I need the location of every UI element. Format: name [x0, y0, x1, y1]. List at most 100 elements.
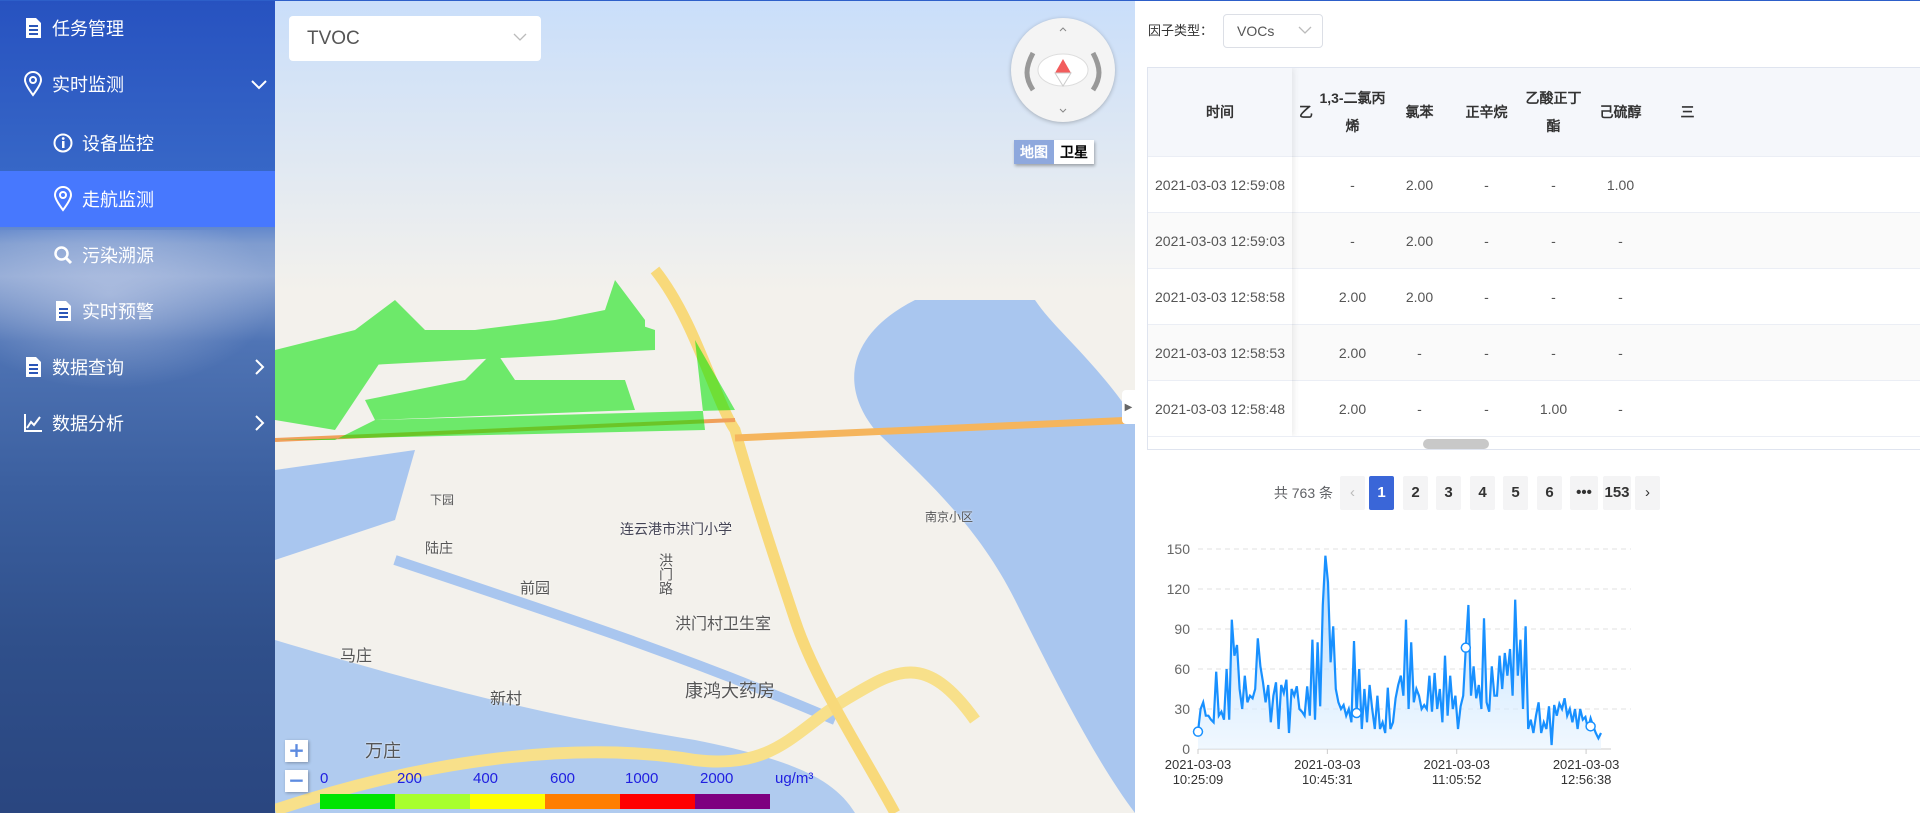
sidebar-item[interactable]: 数据分析 [0, 395, 275, 451]
table-cell: - [1618, 233, 1623, 249]
legend-tick: 400 [473, 770, 499, 787]
column-header[interactable]: 乙酸正丁酯 [1525, 90, 1582, 134]
x-tick-label: 2021-03-03 10:45:31 [1294, 757, 1361, 787]
table-cell: - [1484, 177, 1489, 193]
chevron-down-icon [251, 80, 267, 90]
compass-icon [1024, 27, 1102, 113]
column-header[interactable]: 乙 [1299, 104, 1313, 120]
column-header[interactable]: 正辛烷 [1465, 104, 1508, 120]
table-row[interactable]: 2.00 2.00 - - - [1148, 268, 1920, 324]
table-cell: - [1417, 345, 1422, 361]
y-tick-label: 150 [1167, 541, 1191, 557]
pollutant-select[interactable]: TVOC [289, 16, 541, 61]
page-button[interactable]: 1 [1369, 476, 1394, 510]
sidebar-item-label: 任务管理 [52, 19, 124, 40]
time-cell: 2021-03-03 12:59:03 [1148, 212, 1292, 268]
legend-color-swatch [320, 794, 395, 809]
fixed-time-column: 时间 2021-03-03 12:59:08 2021-03-03 12:59:03… [1148, 68, 1292, 436]
data-point-marker [1351, 707, 1362, 719]
legend-color-swatch [695, 794, 770, 809]
document-icon [22, 356, 44, 378]
map-place-label: 前园 [520, 579, 551, 597]
scrollbar-thumb[interactable] [1423, 439, 1489, 449]
column-header[interactable]: 己硫醇 [1599, 104, 1642, 120]
table-cell: - [1350, 177, 1355, 193]
sidebar-item[interactable]: 实时预警 [0, 283, 275, 339]
table-cell: 2.00 [1405, 289, 1434, 305]
table-cell: - [1484, 401, 1489, 417]
table-cell: - [1551, 289, 1556, 305]
table-cell: - [1551, 177, 1556, 193]
document-icon [52, 300, 74, 322]
sidebar-item-label: 污染溯源 [82, 246, 154, 267]
page-button[interactable]: ••• [1570, 476, 1598, 510]
line-chart-icon [22, 412, 44, 434]
compass-control[interactable] [1011, 18, 1115, 122]
map-place-label: 陆庄 [425, 541, 453, 557]
y-tick-label: 90 [1174, 621, 1190, 637]
factor-type-label: 因子类型： [1148, 23, 1214, 38]
sidebar-background [0, 230, 275, 390]
sidebar-item[interactable]: 走航监测 [0, 171, 275, 227]
chevron-right-icon [255, 415, 265, 431]
time-cell: 2021-03-03 12:58:53 [1148, 324, 1292, 380]
sidebar-item-label: 设备监控 [82, 134, 154, 155]
info-icon [52, 132, 74, 154]
column-header[interactable]: 三 [1680, 104, 1695, 120]
search-icon [52, 244, 74, 266]
factor-type-select[interactable]: VOCs [1223, 14, 1323, 48]
column-header[interactable]: 1,3-二氯丙烯 [1319, 90, 1386, 134]
legend-color-swatch [620, 794, 695, 809]
chevron-right-icon [255, 359, 265, 375]
legend-color-swatch [395, 794, 470, 809]
sidebar-item-label: 数据查询 [52, 358, 124, 379]
sidebar-item[interactable]: 数据查询 [0, 339, 275, 395]
map-type-satellite-button[interactable]: 卫星 [1054, 140, 1094, 164]
page-button[interactable]: 2 [1403, 476, 1428, 510]
page-button[interactable]: 6 [1537, 476, 1562, 510]
data-point-marker [1192, 726, 1204, 737]
page-button[interactable]: 153 [1603, 476, 1631, 510]
table-cell: - [1484, 233, 1489, 249]
map-type-map-button[interactable]: 地图 [1014, 140, 1054, 164]
map-place-label: 新村 [490, 689, 523, 708]
table-row[interactable]: 2.00 - - 1.00 - [1148, 380, 1920, 436]
sidebar-item[interactable]: 设备监控 [0, 115, 275, 171]
legend-tick: 200 [397, 770, 423, 787]
map-place-label: 洪门村卫生室 [675, 614, 772, 633]
map-place-label: 康鸿大药房 [685, 681, 775, 702]
map-place-label: 万庄 [365, 741, 401, 762]
column-header[interactable]: 氯苯 [1405, 104, 1434, 120]
table-cell: 2.00 [1405, 177, 1434, 193]
table-cell: - [1551, 345, 1556, 361]
table-cell: - [1484, 289, 1489, 305]
tvoc-line-chart: 0 30 60 90 120 150 [1167, 541, 1631, 757]
collapse-panel-button[interactable]: ▶ [1122, 390, 1135, 424]
next-page-button[interactable]: › [1635, 476, 1660, 510]
zoom-in-button[interactable]: + [285, 740, 308, 762]
legend-color-swatch [470, 794, 545, 809]
page-button[interactable]: 4 [1470, 476, 1495, 510]
page-button[interactable]: 5 [1503, 476, 1528, 510]
sidebar-item-label: 走航监测 [82, 190, 154, 211]
data-line [1196, 555, 1602, 746]
sidebar-item[interactable]: 污染溯源 [0, 227, 275, 283]
data-point-marker [1460, 642, 1472, 653]
map-view[interactable]: TVOC 地图 卫星 + − 0 200 400 600 1000 2000 ug/m³ 马… [275, 0, 1135, 813]
prev-page-button[interactable]: ‹ [1340, 476, 1365, 510]
horizontal-scrollbar[interactable] [1148, 436, 1920, 449]
pagination: 共 763 条 ‹ 1 2 3 4 5 6 ••• 153 › [1135, 476, 1920, 510]
data-table: 乙 1,3-二氯丙烯 氯苯 正辛烷 乙酸正丁酯 己硫醇三 -2.00- -1.00-2.00… [1147, 67, 1920, 450]
sidebar-item[interactable]: 实时监测 [0, 56, 275, 112]
table-cell: 2.00 [1338, 345, 1367, 361]
sidebar-item[interactable]: 任务管理 [0, 0, 275, 56]
table-cell: - [1551, 233, 1556, 249]
column-header-time[interactable]: 时间 [1148, 68, 1292, 156]
map-place-label: 下园 [430, 493, 455, 507]
table-row[interactable]: - 2.00 - - 1.00 [1148, 156, 1920, 212]
map-place-label: 南京小区 [925, 510, 974, 524]
chevron-down-icon [1298, 26, 1312, 34]
page-button[interactable]: 3 [1436, 476, 1461, 510]
zoom-out-button[interactable]: − [285, 770, 308, 792]
map-type-switch: 地图 卫星 [1014, 140, 1094, 164]
